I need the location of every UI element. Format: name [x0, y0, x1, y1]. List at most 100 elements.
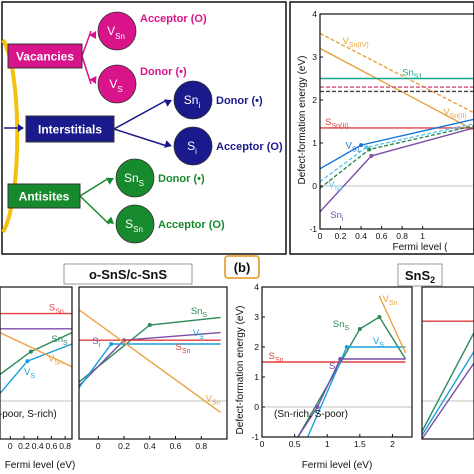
series-line: [320, 47, 474, 131]
y-tick-label: 4: [312, 9, 317, 19]
osns-title: o-SnS/c-SnS: [89, 267, 167, 282]
series-label: SSn: [176, 342, 191, 355]
transition-point: [357, 327, 362, 331]
y-tick-label: 1: [312, 138, 317, 148]
y-axis-label: Defect-formation energy (eV): [297, 56, 308, 185]
defect-circle: [97, 11, 137, 51]
branch-arrowhead: [105, 177, 114, 185]
x-tick-label: 0.2: [335, 231, 347, 241]
x-tick-label: 1: [325, 439, 330, 449]
plot-frame: [319, 13, 474, 230]
series-line: [0, 331, 72, 368]
panel-b-label-box: [224, 255, 260, 279]
sns2-title-box: [397, 263, 443, 287]
series-label: Si: [92, 336, 100, 349]
branch-arrow: [81, 55, 92, 85]
x-tick-label: 0.6: [46, 441, 58, 451]
y-tick-label: 0: [312, 181, 317, 191]
bottom-plot-4: [421, 286, 474, 440]
transition-point: [25, 359, 30, 364]
x-tick-label: 0.5: [289, 439, 301, 449]
x-tick-label: 0.8: [396, 231, 408, 241]
transition-point: [367, 147, 372, 152]
y-tick-label: -1: [309, 224, 317, 234]
defect-type: Acceptor (O): [158, 219, 225, 231]
defect-circle: [115, 204, 155, 244]
series-label: SnS: [51, 334, 68, 347]
category-box: [7, 183, 81, 209]
branch-arrowhead: [163, 99, 172, 107]
series-label: SSn: [269, 351, 284, 364]
series-line: [0, 343, 72, 394]
y-tick-label: 1: [254, 372, 259, 382]
series-label: VSn: [48, 354, 63, 367]
series-label: VSn: [383, 294, 398, 307]
osns-title-box: [63, 263, 193, 285]
defect-type: Acceptor (O): [216, 141, 283, 153]
defect-symbol: SnS: [124, 171, 144, 188]
series-label: VSn(II): [443, 107, 466, 120]
series-line: [422, 332, 474, 432]
category-box: [7, 43, 83, 69]
y-tick-label: 3: [312, 52, 317, 62]
series-label: VSn: [206, 393, 221, 406]
branch-arrow: [113, 128, 168, 147]
defect-symbol: SSn: [125, 217, 143, 234]
series-label: VS: [193, 328, 204, 341]
series-line: [422, 351, 474, 436]
series-label: Si: [329, 361, 337, 374]
x-tick-label: 1: [420, 231, 425, 241]
category-label: Antisites: [19, 190, 70, 204]
x-axis-label: Fermi level (eV): [302, 460, 373, 471]
defect-diagram: Vacancies Interstitials Antisites VSn Accept…: [1, 11, 283, 244]
transition-point: [344, 345, 349, 349]
panel-b-label: (b): [234, 260, 251, 275]
category-label: Interstitials: [38, 123, 102, 137]
series-line: [307, 346, 406, 437]
branch-arrowhead: [89, 75, 97, 84]
defect-symbol: VSn: [107, 24, 125, 41]
plot-frame: [78, 286, 228, 440]
defect-type: Donor (•): [140, 66, 187, 78]
x-tick-label: 0: [260, 439, 265, 449]
series-label: SSn: [49, 303, 64, 316]
x-tick-label: 0.8: [59, 441, 71, 451]
series-label: VS: [373, 336, 384, 349]
series-line: [297, 358, 406, 437]
defect-type: Donor (•): [216, 95, 263, 107]
series-label: Sni: [330, 210, 344, 223]
defect-circle: [173, 80, 213, 120]
series-line: [79, 316, 221, 383]
branch-arrowhead: [164, 140, 172, 148]
x-tick-label: 0.6: [376, 231, 388, 241]
x-tick-label: 0.4: [144, 441, 156, 451]
series-label: VS: [24, 367, 35, 380]
y-tick-label: 3: [254, 312, 259, 322]
series-label: SSn(II): [325, 117, 348, 130]
x-tick-label: 0: [8, 441, 13, 451]
category-label: Vacancies: [16, 50, 74, 64]
bottom-plot-1: 0 0.20.40.60.8 Fermi level (eV) (Sn-poor, S…: [0, 286, 75, 471]
series-label: VSn(IV): [343, 36, 369, 49]
x-tick-label: 0.2: [118, 441, 130, 451]
transition-point: [369, 153, 374, 158]
transition-point: [315, 405, 320, 409]
defect-circle: [173, 126, 213, 166]
defect-type: Donor (•): [158, 173, 205, 185]
x-tick-label: 0.4: [32, 441, 44, 451]
x-tick-label: 1.5: [354, 439, 366, 449]
sns2-title: SnS2: [405, 268, 435, 285]
series-label: VS1: [346, 141, 361, 154]
series-line: [422, 362, 474, 439]
entry-arrowhead: [18, 124, 24, 132]
x-tick-label: 0: [96, 441, 101, 451]
plot-frame: [0, 286, 73, 440]
transition-point: [364, 145, 369, 150]
defect-circle: [115, 158, 155, 198]
branch-arrowhead: [89, 31, 97, 40]
category-box: [25, 115, 115, 143]
y-tick-label: -1: [251, 432, 259, 442]
series-line: [79, 343, 221, 389]
